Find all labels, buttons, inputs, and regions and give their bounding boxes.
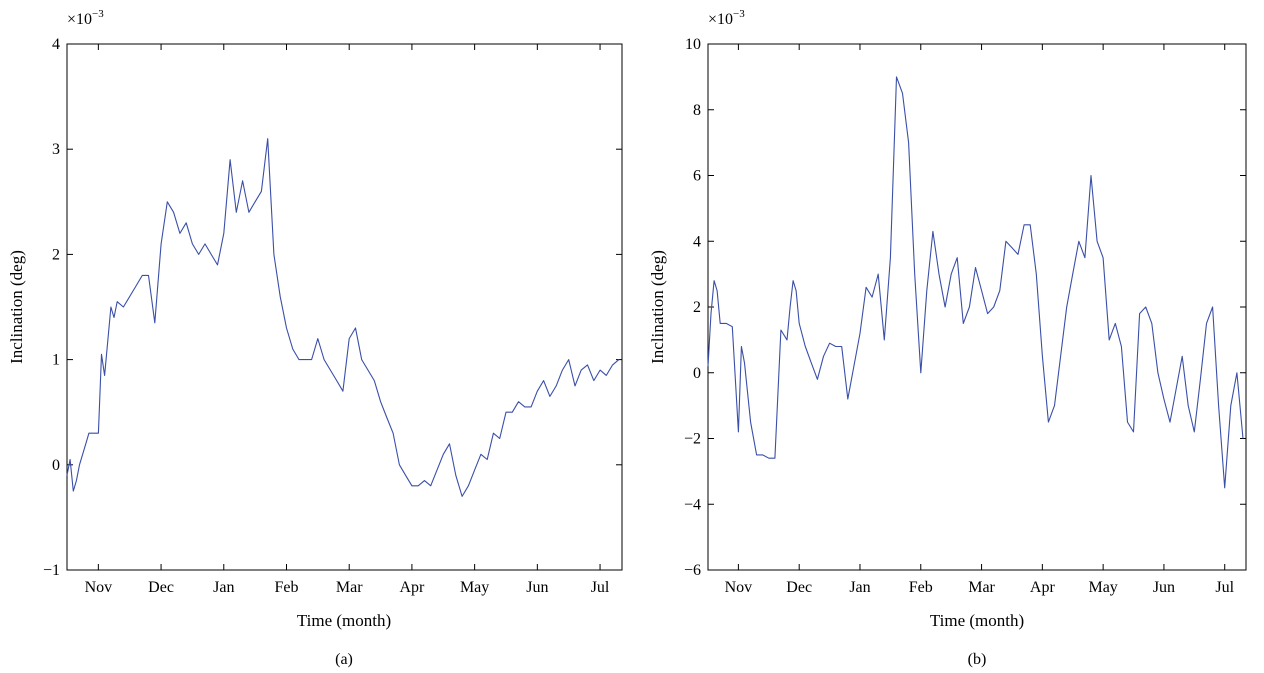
caption-b: (b) (968, 651, 987, 668)
x-axis-label-b: Time (month) (930, 611, 1024, 630)
x-tick-label-b: Jul (1215, 579, 1234, 596)
x-tick-label-b: Nov (725, 579, 753, 596)
series-group-b (707, 76, 1244, 489)
x-tick-label-b: Feb (909, 579, 933, 596)
x-tick-label-a: Feb (274, 579, 298, 596)
plot-frame-b (707, 43, 1247, 571)
x-tick-label-b: Mar (968, 579, 995, 596)
y-exponent-b: ×10−3 (708, 8, 745, 28)
plot-frame-a (66, 43, 623, 571)
y-tick-label-a: 4 (52, 36, 60, 53)
x-tick-label-b: Apr (1030, 579, 1056, 596)
panel-b: −6 −4 −2 0 2 4 6 8 10 Nov Dec Jan Feb Mar Apr May Jun Ju… (648, 8, 1247, 668)
x-tick-label-a: Nov (85, 579, 113, 596)
y-tick-label-a: −1 (43, 562, 60, 579)
x-axis-a: Nov Dec Jan Feb Mar Apr May Jun Jul (85, 44, 610, 596)
x-tick-label-a: Jan (213, 579, 234, 596)
series-group-a (66, 138, 620, 497)
y-tick-label-b: 8 (693, 102, 701, 119)
x-tick-label-a: Dec (148, 579, 174, 596)
y-tick-label-b: 4 (693, 233, 701, 250)
x-tick-label-b: May (1088, 579, 1117, 596)
y-tick-label-b: 2 (693, 299, 701, 316)
y-tick-label-b: 10 (685, 36, 701, 53)
y-tick-label-a: 0 (52, 457, 60, 474)
x-tick-label-b: Jan (849, 579, 870, 596)
x-tick-label-a: Jun (526, 579, 548, 596)
y-axis-a: −1 0 1 2 3 4 (43, 36, 622, 579)
x-tick-label-a: Mar (336, 579, 363, 596)
y-axis-label-a: Inclination (deg) (7, 250, 26, 364)
caption-a: (a) (335, 651, 353, 668)
x-axis-b: Nov Dec Jan Feb Mar Apr May Jun Jul (725, 44, 1235, 596)
x-tick-label-a: May (460, 579, 489, 596)
y-tick-label-b: −4 (684, 496, 701, 513)
y-tick-label-a: 1 (52, 352, 60, 369)
x-axis-label-a: Time (month) (297, 611, 391, 630)
y-tick-label-a: 3 (52, 141, 60, 158)
y-axis-b: −6 −4 −2 0 2 4 6 8 10 (684, 36, 1246, 579)
panel-a: −1 0 1 2 3 4 Nov Dec Jan Feb Mar Apr May Jun Jul ×10−… (7, 8, 623, 668)
y-tick-label-b: −6 (684, 562, 701, 579)
y-tick-label-a: 2 (52, 246, 60, 263)
x-tick-label-b: Jun (1153, 579, 1175, 596)
x-tick-label-b: Dec (786, 579, 812, 596)
x-tick-label-a: Jul (591, 579, 610, 596)
y-exponent-a: ×10−3 (67, 8, 104, 28)
y-axis-label-b: Inclination (deg) (648, 250, 667, 364)
y-tick-label-b: −2 (684, 431, 701, 448)
series-line-a (66, 138, 620, 497)
x-tick-label-a: Apr (399, 579, 425, 596)
y-tick-label-b: 0 (693, 365, 701, 382)
series-line-b (707, 76, 1244, 489)
y-tick-label-b: 6 (693, 168, 701, 185)
